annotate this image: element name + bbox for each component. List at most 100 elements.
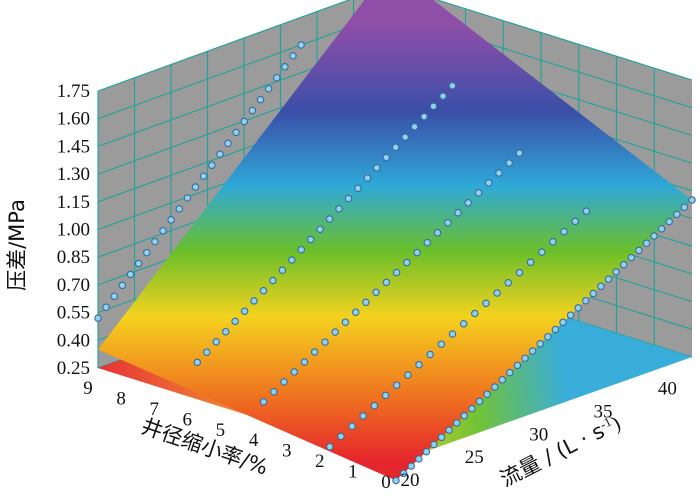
data-point-series-1 bbox=[526, 258, 535, 267]
data-point-series-3 bbox=[354, 184, 362, 193]
data-point-series-0 bbox=[430, 440, 438, 449]
data-point-series-4 bbox=[183, 194, 192, 202]
data-point-series-3 bbox=[278, 266, 287, 274]
data-point-series-4 bbox=[264, 84, 273, 93]
data-point-series-4 bbox=[110, 292, 119, 301]
data-point-series-4 bbox=[191, 183, 200, 191]
data-point-series-1 bbox=[482, 299, 490, 308]
z-tick-label: 1.00 bbox=[57, 220, 90, 241]
z-tick-label: 0.70 bbox=[57, 275, 90, 296]
z-tick-label: 0.85 bbox=[57, 247, 90, 268]
flow-tick-label: 30 bbox=[529, 424, 548, 445]
data-point-series-1 bbox=[437, 340, 446, 348]
data-point-series-4 bbox=[273, 73, 281, 82]
data-point-series-4 bbox=[126, 270, 135, 279]
data-point-series-0 bbox=[551, 325, 560, 334]
data-point-series-1 bbox=[348, 422, 356, 430]
data-point-series-4 bbox=[151, 237, 159, 246]
z-tick-label: 1.15 bbox=[57, 192, 90, 213]
data-point-series-1 bbox=[337, 432, 345, 441]
data-point-series-0 bbox=[559, 318, 567, 327]
data-point-series-0 bbox=[650, 232, 658, 240]
shrink-tick-label: 4 bbox=[249, 430, 259, 451]
data-point-series-0 bbox=[399, 469, 408, 478]
data-point-series-1 bbox=[571, 217, 579, 226]
pressure-surface bbox=[98, 0, 692, 481]
data-point-series-0 bbox=[490, 383, 499, 391]
data-point-series-4 bbox=[143, 248, 151, 257]
shrink-tick-label: 9 bbox=[83, 378, 93, 399]
data-point-series-1 bbox=[504, 279, 513, 287]
data-point-series-4 bbox=[232, 128, 240, 137]
data-point-series-3 bbox=[401, 133, 409, 141]
data-point-series-0 bbox=[604, 275, 613, 283]
data-point-series-0 bbox=[528, 347, 537, 355]
data-point-series-2 bbox=[351, 308, 360, 316]
surface-face bbox=[98, 0, 692, 481]
shrink-tick-label: 7 bbox=[149, 399, 159, 420]
data-point-series-1 bbox=[538, 248, 546, 256]
data-point-series-3 bbox=[297, 245, 306, 254]
flow-axis-title-main: 流量 / (L · s bbox=[496, 419, 608, 492]
data-point-series-1 bbox=[493, 289, 501, 297]
data-point-series-0 bbox=[437, 433, 446, 442]
data-point-series-3 bbox=[382, 153, 391, 162]
data-point-series-0 bbox=[589, 289, 598, 298]
data-point-series-3 bbox=[448, 82, 457, 90]
data-point-series-0 bbox=[460, 412, 469, 420]
data-point-series-1 bbox=[560, 227, 568, 236]
data-point-series-4 bbox=[256, 95, 265, 104]
z-tick-label: 1.75 bbox=[57, 81, 90, 102]
z-tick-label: 0.40 bbox=[57, 330, 90, 351]
data-point-series-3 bbox=[439, 92, 447, 100]
data-point-series-0 bbox=[635, 246, 643, 255]
data-point-series-2 bbox=[300, 358, 309, 366]
data-point-series-2 bbox=[433, 228, 442, 237]
data-point-series-2 bbox=[413, 248, 421, 257]
data-point-series-2 bbox=[403, 258, 411, 267]
z-tick-label: 1.60 bbox=[57, 109, 90, 130]
z-tick-label: 0.25 bbox=[57, 358, 90, 379]
data-point-series-3 bbox=[193, 358, 202, 367]
z-axis-title: 压差/MPa bbox=[5, 199, 29, 291]
data-point-series-0 bbox=[407, 462, 415, 470]
data-point-series-1 bbox=[381, 391, 390, 400]
data-point-series-1 bbox=[448, 330, 457, 338]
data-point-series-3 bbox=[410, 123, 419, 131]
shrink-tick-label: 5 bbox=[216, 420, 226, 441]
data-point-series-3 bbox=[325, 215, 334, 223]
flow-axis-title: 流量 / (L · s-1) bbox=[496, 410, 624, 491]
data-point-series-0 bbox=[627, 253, 636, 262]
data-point-series-3 bbox=[221, 327, 230, 336]
shrink-tick-label: 6 bbox=[183, 409, 193, 430]
data-point-series-2 bbox=[484, 179, 493, 187]
data-point-series-0 bbox=[612, 268, 620, 276]
data-point-series-0 bbox=[665, 217, 673, 226]
flow-tick-label: 40 bbox=[658, 379, 677, 400]
data-point-series-4 bbox=[248, 106, 257, 115]
data-point-series-2 bbox=[270, 388, 278, 396]
data-point-series-1 bbox=[392, 381, 401, 389]
data-point-series-4 bbox=[159, 226, 167, 235]
data-point-series-0 bbox=[642, 239, 651, 247]
data-point-series-3 bbox=[429, 102, 438, 111]
data-point-series-0 bbox=[475, 397, 484, 406]
data-point-series-1 bbox=[549, 238, 557, 246]
data-point-series-0 bbox=[566, 311, 575, 319]
shrink-tick-label: 3 bbox=[282, 441, 292, 462]
z-tick-label: 0.55 bbox=[57, 303, 90, 324]
data-point-series-4 bbox=[102, 303, 110, 311]
data-point-series-2 bbox=[444, 218, 452, 227]
data-point-series-0 bbox=[673, 210, 681, 219]
data-point-series-4 bbox=[281, 63, 289, 71]
data-point-series-0 bbox=[506, 368, 514, 377]
data-point-series-2 bbox=[290, 368, 299, 376]
data-point-series-3 bbox=[373, 164, 381, 172]
data-point-series-2 bbox=[321, 338, 329, 346]
flow-tick-label: 35 bbox=[594, 402, 613, 423]
data-point-series-0 bbox=[536, 340, 544, 348]
data-point-series-2 bbox=[454, 209, 462, 217]
data-point-series-0 bbox=[597, 282, 605, 291]
data-point-series-4 bbox=[240, 117, 249, 126]
